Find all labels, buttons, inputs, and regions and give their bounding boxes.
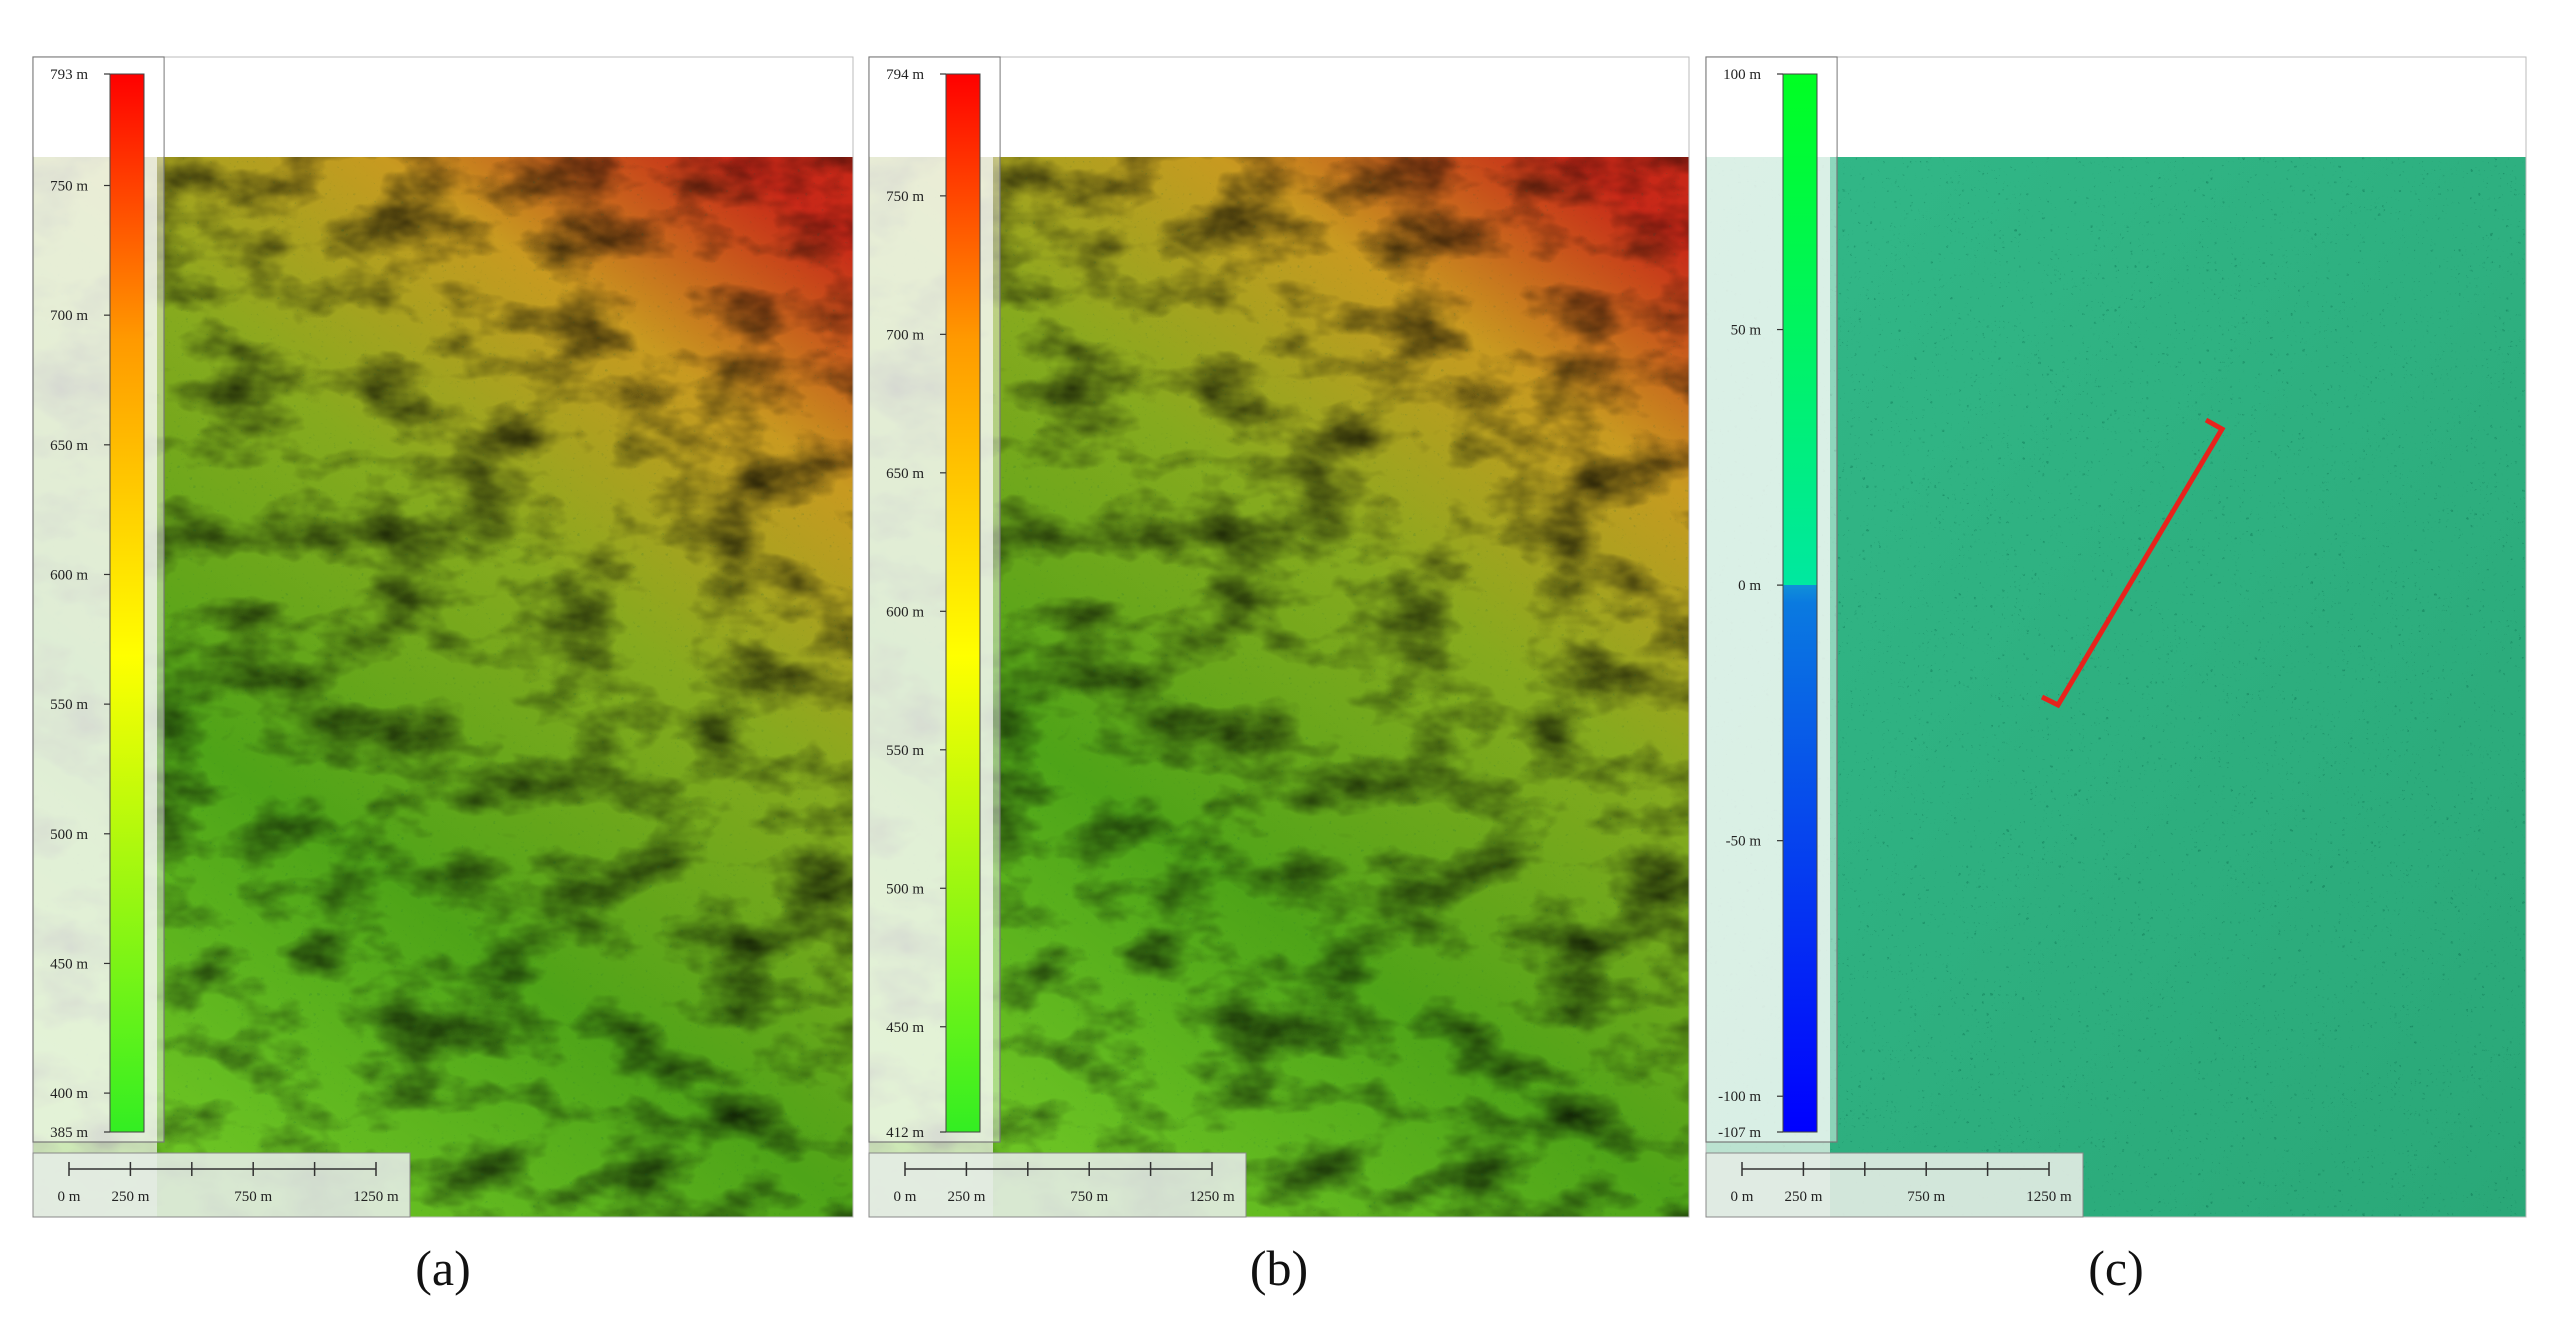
scale-bar-label: 1250 m xyxy=(2026,1189,2072,1205)
colorbar xyxy=(945,73,981,1133)
scale-bar-box xyxy=(1705,1152,2084,1218)
scale-bar: 0 m 250 m 750 m 1250 m xyxy=(868,1152,1247,1218)
colorbar-tick-label: 450 m xyxy=(886,1020,924,1036)
scale-bar-label: 250 m xyxy=(111,1189,149,1205)
scale-bar-label: 1250 m xyxy=(1189,1189,1235,1205)
colorbar-tick-label: 750 m xyxy=(886,189,924,205)
colorbar-tick-label: 450 m xyxy=(50,956,88,972)
map-panel: 100 m 50 m 0 m -50 m -100 m -107 m 0 m 250 m 750… xyxy=(1705,56,2527,1296)
scale-bar-label: 750 m xyxy=(234,1189,272,1205)
terrain-map xyxy=(869,157,1689,1217)
scale-bar-label: 750 m xyxy=(1907,1189,1945,1205)
colorbar-tick-label: 700 m xyxy=(886,327,924,343)
scale-bar-box xyxy=(32,1152,411,1218)
colorbar-tick-label: 650 m xyxy=(50,438,88,454)
scale-bar: 0 m 250 m 750 m 1250 m xyxy=(1705,1152,2084,1218)
map-panel: 793 m 750 m 700 m 650 m 600 m 550 m 500 m 450 m… xyxy=(32,56,854,1296)
panel-label: (a) xyxy=(415,1240,471,1296)
scale-bar-label: 1250 m xyxy=(353,1189,399,1205)
colorbar xyxy=(1782,73,1818,1133)
colorbar-tick-label: 700 m xyxy=(50,308,88,324)
panel-label: (c) xyxy=(2088,1240,2144,1296)
colorbar-tick-label: 412 m xyxy=(886,1125,924,1141)
colorbar-tick-label: 794 m xyxy=(886,67,924,83)
colorbar-tick-label: -100 m xyxy=(1718,1089,1761,1105)
scale-bar-box xyxy=(868,1152,1247,1218)
terrain-texture xyxy=(33,157,853,1217)
scale-bar-label: 0 m xyxy=(894,1189,917,1205)
colorbar-tick-label: -107 m xyxy=(1718,1125,1761,1141)
map-panel: 794 m 750 m 700 m 650 m 600 m 550 m 500 m 450 m… xyxy=(868,56,1690,1296)
colorbar-tick-label: 793 m xyxy=(50,67,88,83)
colorbar-tick-label: 0 m xyxy=(1738,578,1761,594)
colorbar-tick-label: 400 m xyxy=(50,1086,88,1102)
scale-bar-label: 0 m xyxy=(58,1189,81,1205)
scale-bar-label: 250 m xyxy=(1784,1189,1822,1205)
panel-label: (b) xyxy=(1250,1240,1308,1296)
scale-bar-label: 750 m xyxy=(1070,1189,1108,1205)
colorbar-tick-label: -50 m xyxy=(1726,834,1762,850)
terrain-map xyxy=(1706,157,2526,1217)
profile-line xyxy=(2040,417,2226,709)
scale-bar-label: 0 m xyxy=(1731,1189,1754,1205)
colorbar-tick-label: 50 m xyxy=(1731,323,1762,339)
colorbar-tick-label: 500 m xyxy=(50,827,88,843)
colorbar-tick-label: 650 m xyxy=(886,466,924,482)
colorbar-tick-label: 100 m xyxy=(1723,67,1761,83)
colorbar-tick-label: 385 m xyxy=(50,1125,88,1141)
colorbar-tick-label: 600 m xyxy=(886,604,924,620)
colorbar-tick-label: 550 m xyxy=(50,697,88,713)
scale-bar: 0 m 250 m 750 m 1250 m xyxy=(32,1152,411,1218)
colorbar-tick-label: 600 m xyxy=(50,567,88,583)
terrain-texture xyxy=(869,157,1689,1217)
terrain-texture xyxy=(1706,157,2526,1217)
colorbar xyxy=(109,73,145,1133)
colorbar-tick-label: 500 m xyxy=(886,881,924,897)
colorbar-tick-label: 750 m xyxy=(50,179,88,195)
colorbar-tick-label: 550 m xyxy=(886,743,924,759)
scale-bar-label: 250 m xyxy=(947,1189,985,1205)
